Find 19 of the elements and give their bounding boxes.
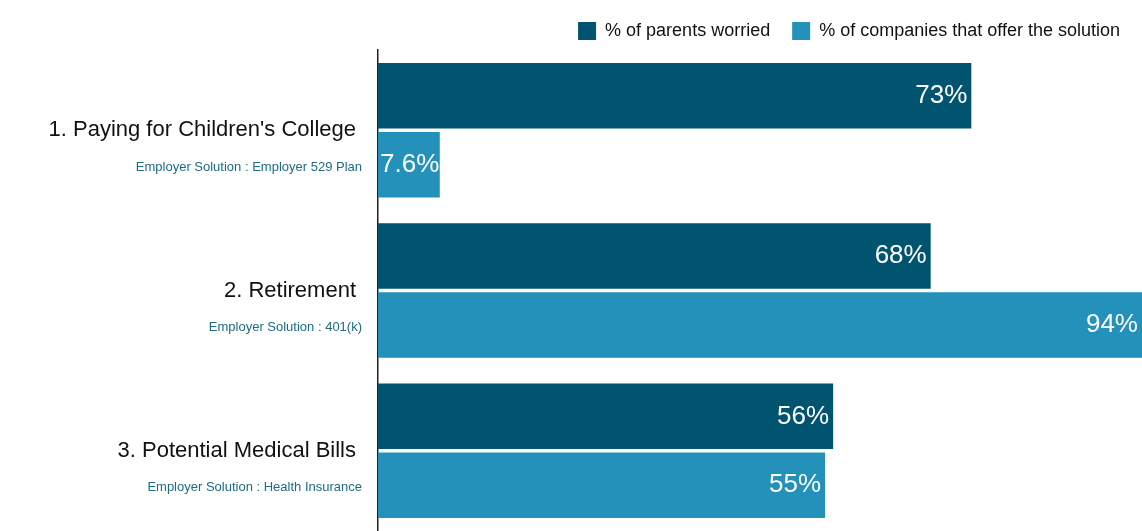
text: Employer Solution : 401(k) — [208, 319, 362, 335]
y-tick-label: 1. Paying for Children's College — [48, 116, 356, 142]
data-label: 94% — [1085, 308, 1138, 339]
bar — [378, 292, 1142, 358]
y-tick-label: 3. Potential Medical Bills — [117, 436, 356, 462]
text: Employer Solution : Employer 529 Plan — [135, 158, 362, 174]
data-label: 73% — [915, 78, 968, 109]
bar — [378, 62, 972, 129]
y-tick-label: 2. Retirement — [223, 276, 356, 302]
legend-label: % of companies that offer the solution — [819, 19, 1121, 40]
bar — [378, 383, 834, 450]
text: Employer Solution : Health Insurance — [147, 479, 362, 495]
legend-label: % of parents worried — [605, 19, 771, 40]
data-label: 55% — [768, 468, 822, 499]
data-label: 68% — [874, 239, 927, 270]
data-label: 7.6% — [380, 147, 440, 178]
bar — [378, 452, 826, 519]
bar — [378, 223, 931, 289]
data-label: 56% — [777, 399, 830, 430]
